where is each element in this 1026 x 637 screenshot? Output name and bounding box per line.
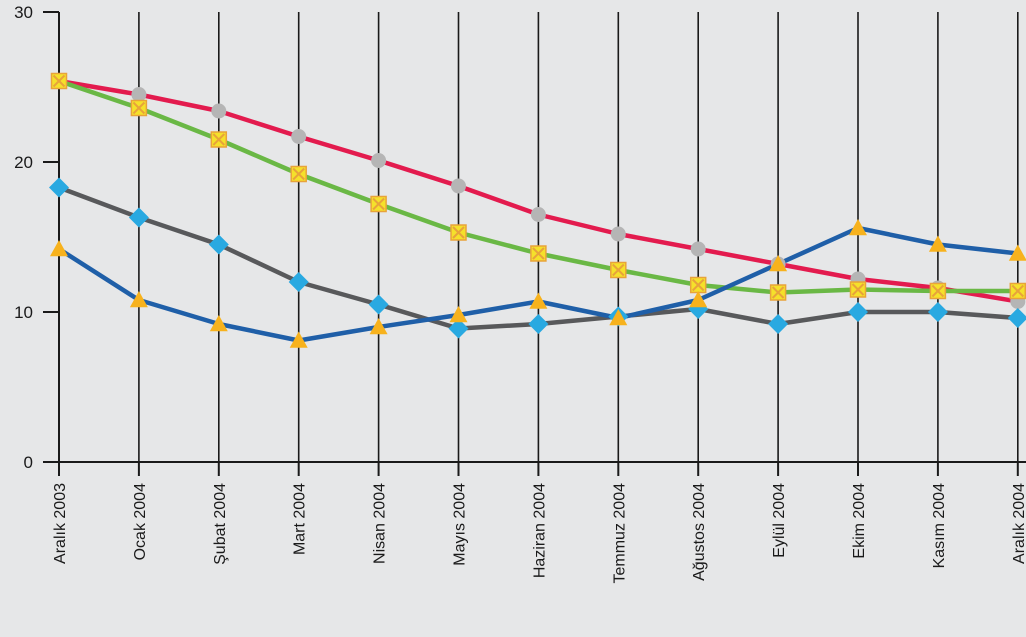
series-0-point-1 (131, 87, 147, 102)
series-1-point-10 (849, 281, 867, 298)
series-0-point-6 (530, 207, 546, 222)
series-1-point-9-cross-b (771, 286, 785, 299)
x-tick-label-8: Ağustos 2004 (691, 483, 708, 581)
x-tick-label-1: Ocak 2004 (132, 483, 149, 560)
series-3-point-1 (129, 291, 148, 308)
series-1-point-8 (689, 276, 707, 294)
x-tick-label-5: Mayıs 2004 (452, 483, 469, 566)
series-1-point-5 (450, 224, 467, 241)
series-1-point-1-cross-b (132, 101, 146, 115)
series-3-point-11 (928, 235, 947, 252)
x-tick-label-3: Mart 2004 (292, 483, 309, 555)
series-3-point-2 (209, 315, 228, 332)
series-2-point-11 (927, 302, 948, 322)
series-0-point-7 (610, 226, 626, 242)
series-1-point-9 (769, 284, 787, 301)
series-1-point-1 (130, 99, 148, 117)
series-3-point-8 (689, 291, 708, 308)
series-3-point-0 (50, 240, 68, 257)
series-3-point-4 (369, 318, 388, 335)
x-tick-label-9: Eylül 2004 (771, 483, 788, 558)
x-tick-label-12: Aralık 2004 (1011, 483, 1026, 564)
series-3-point-10 (849, 219, 867, 236)
series-1-point-4 (370, 195, 387, 213)
series-0-point-4 (371, 153, 387, 168)
x-tick-label-11: Kasım 2004 (931, 483, 948, 568)
series-1-point-3 (290, 165, 307, 183)
series-1-point-6 (530, 245, 547, 262)
series-group (49, 72, 1026, 348)
series-1-point-7 (610, 261, 627, 279)
series-0-point-3 (291, 129, 307, 144)
x-tick-label-6: Haziran 2004 (531, 483, 548, 578)
series-3-point-5 (449, 306, 468, 323)
x-tick-labels: Aralık 2003 Ocak 2004 Şubat 2004 Mart 2004 N… (52, 483, 1026, 584)
series-0-point-5 (451, 178, 466, 194)
series-1-point-8-cross-b (691, 278, 705, 292)
series-3-point-12 (1008, 244, 1026, 261)
series-2-point-0 (49, 177, 69, 198)
series-3-point-7 (609, 309, 628, 326)
y-tick-labels: 0 10 20 30 (14, 3, 33, 472)
x-tick-label-0: Aralık 2003 (52, 483, 69, 564)
y-tick-label-20: 20 (14, 153, 33, 172)
series-3-point-9 (769, 255, 788, 272)
series-2-point-2 (208, 234, 229, 255)
series-2-point-4 (368, 294, 389, 315)
series-1-point-3-cross-b (292, 167, 305, 181)
y-tick-label-10: 10 (14, 303, 33, 322)
series-2-point-3 (288, 272, 309, 292)
series-1-point-5-cross-b (452, 226, 465, 239)
series-2-point-1 (128, 207, 149, 228)
x-tick-label-4: Nisan 2004 (372, 483, 389, 564)
series-1-point-12 (1009, 282, 1026, 300)
series-1-point-6-cross-b (532, 247, 545, 260)
series-1-point-12-cross-b (1011, 284, 1025, 298)
series-1-point-0 (50, 72, 68, 90)
series-2-point-12 (1007, 308, 1026, 328)
y-tick-label-0: 0 (24, 453, 33, 472)
series-1-point-4-cross-b (372, 197, 385, 211)
series-2-point-6 (528, 314, 549, 334)
series-1-point-7-cross-b (612, 263, 625, 277)
series-1-point-2 (210, 131, 228, 148)
series-0-point-2 (211, 103, 227, 119)
x-tick-label-2: Şubat 2004 (212, 483, 229, 565)
x-tick-label-10: Ekim 2004 (851, 483, 868, 559)
series-1-point-0-cross-b (52, 74, 66, 88)
series-1-point-11-cross-b (931, 284, 945, 298)
y-tick-label-30: 30 (14, 3, 33, 22)
series-2-point-10 (848, 302, 868, 322)
axes (43, 11, 1026, 476)
series-3-point-3 (289, 331, 308, 348)
series-3-point-6 (529, 292, 548, 309)
x-tick-label-7: Temmuz 2004 (611, 483, 628, 584)
series-0-point-8 (690, 241, 706, 257)
series-1-point-10-cross-b (851, 283, 865, 296)
series-2-point-5 (448, 318, 469, 339)
series-1-point-2-cross-b (212, 133, 226, 146)
series-1-point-11 (929, 282, 947, 300)
series-2-point-9 (768, 314, 789, 334)
